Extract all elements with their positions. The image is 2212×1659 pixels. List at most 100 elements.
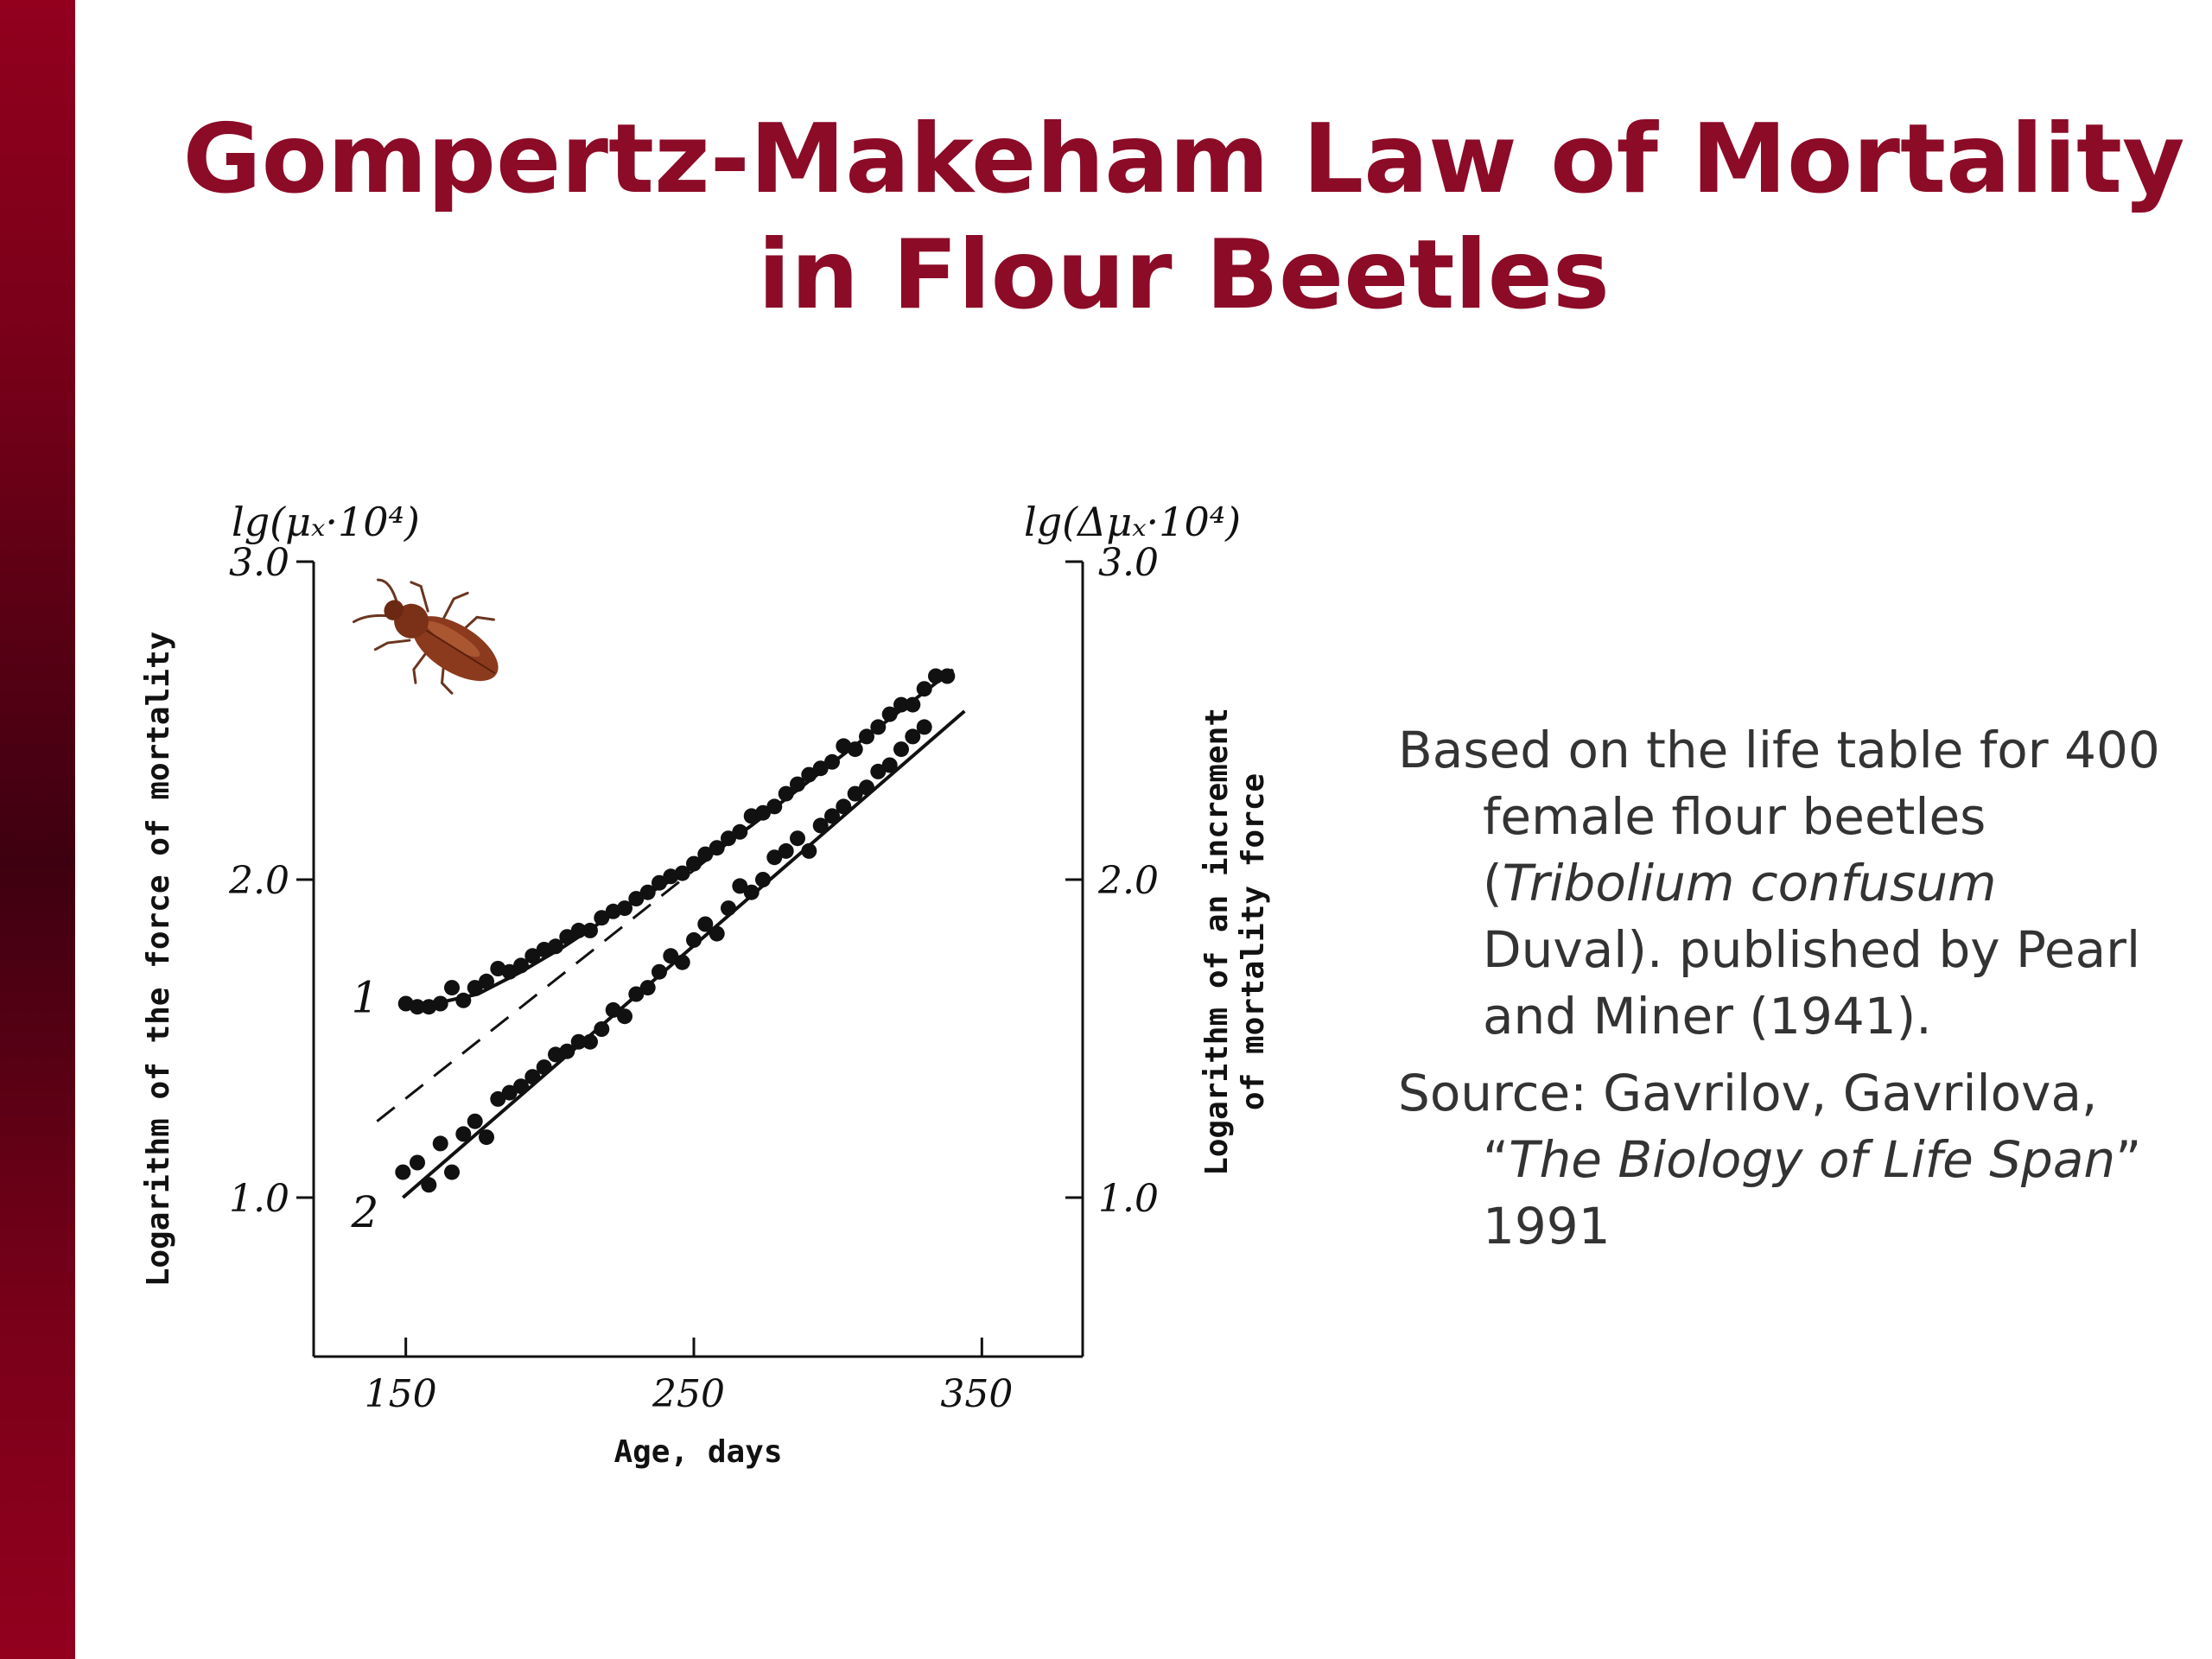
series-1-point [410, 999, 425, 1015]
series-2-point [743, 884, 760, 900]
series-2-point [479, 1129, 494, 1146]
series-1-point [686, 855, 702, 872]
series-1-point [628, 891, 645, 907]
slide-title: Gompertz-Makeham Law of Mortality in Flo… [147, 102, 2212, 334]
series-1-point [721, 830, 736, 847]
series-2-point [870, 763, 887, 779]
book-title: The Biology of Life Span [1509, 1130, 2116, 1189]
series-2-point [410, 1154, 425, 1171]
series-2-point [536, 1059, 552, 1076]
notes-p1-suffix: Duval). published by Pearl and Miner (19… [1483, 920, 2141, 1046]
x-tick-label: 350 [940, 1372, 1013, 1416]
series-2-point [524, 1069, 541, 1085]
left-axis-unit-label: lg(μₓ·10⁴) [232, 499, 420, 545]
series-2-point [790, 830, 805, 847]
series-2-label: 2 [351, 1187, 379, 1237]
series-2-point [513, 1078, 529, 1095]
series-2-point [778, 842, 794, 859]
series-1-point [824, 753, 840, 770]
series-2-point [628, 986, 645, 1002]
chart-series-layer: 12 [351, 668, 966, 1237]
series-1-point [859, 728, 874, 745]
slide-title-line-2: in Flour Beetles [758, 219, 1610, 331]
series-2-point [709, 925, 725, 942]
left-y-tick-label: 2.0 [228, 859, 289, 903]
series-1-point [732, 823, 748, 840]
series-1-point [548, 938, 563, 955]
series-1-point [697, 846, 714, 862]
flour-beetle-icon [353, 578, 499, 695]
series-2-point [755, 872, 771, 887]
notes-paragraph-source: Source: Gavrilov, Gavrilova, “The Biolog… [1398, 1060, 2176, 1260]
series-1-point [812, 760, 829, 777]
series-2-point [663, 948, 679, 964]
series-1-point [524, 948, 541, 964]
notes-p1-text: Based on the life table for 400 female f… [1398, 721, 2160, 912]
series-2-point [582, 1033, 598, 1050]
series-1-point [709, 840, 725, 856]
series-2-point [395, 1164, 411, 1180]
series-2-point [605, 1001, 621, 1018]
series-1-point [594, 910, 610, 926]
series-1-point [617, 900, 632, 917]
series-2-point [421, 1177, 437, 1193]
series-1-point [881, 706, 898, 722]
left-y-tick-label: 1.0 [229, 1177, 289, 1221]
series-1-point [928, 668, 944, 684]
series-2-point [455, 1126, 472, 1142]
series-2-point [721, 900, 736, 917]
right-y-tick-label: 3.0 [1098, 541, 1159, 585]
series-1-point [939, 668, 956, 684]
right-y-tick-label: 1.0 [1098, 1177, 1159, 1221]
series-2-point [836, 798, 852, 815]
series-2-point [812, 817, 829, 834]
series-1-point [916, 681, 932, 697]
series-2-point [639, 980, 656, 996]
series-1-point [432, 995, 448, 1012]
series-2-point [881, 757, 898, 773]
right-y-axis-label-line-2: of mortality force [1236, 773, 1271, 1110]
right-axis-unit-label: lg(Δμₓ·10⁴) [1024, 499, 1241, 545]
series-2-point [697, 916, 714, 932]
series-1-point [893, 696, 909, 713]
series-1-point [467, 980, 483, 996]
series-2-point [893, 741, 909, 758]
series-1-point [652, 874, 667, 891]
series-1-dashed-asymptote [376, 836, 735, 1122]
series-2-curve [401, 709, 966, 1199]
notes-p2-text: Source: Gavrilov, Gavrilova, “ [1398, 1064, 2098, 1189]
series-1-point [870, 719, 887, 735]
series-2-point [467, 1113, 483, 1129]
series-1-point [778, 785, 794, 802]
mortality-chart: 1.0 1.0 2.0 2.0 3.0 3.0 150 250 350 Age, days Loga… [141, 499, 1271, 1470]
series-2-point [617, 1008, 632, 1025]
series-2-point [570, 1033, 587, 1050]
series-2: 2 [351, 709, 966, 1237]
series-2-point [859, 779, 874, 796]
x-tick-label: 150 [365, 1372, 437, 1416]
series-2-point [847, 785, 863, 802]
series-1-point [479, 973, 494, 989]
slide-notes: Based on the life table for 400 female f… [1398, 717, 2176, 1270]
series-1-point [847, 741, 863, 758]
series-2-point [905, 728, 921, 745]
notes-paragraph-life-table: Based on the life table for 400 female f… [1398, 717, 2176, 1050]
series-1-point [905, 696, 921, 713]
sidebar-accent-bar [0, 0, 75, 1659]
series-2-point [674, 954, 690, 970]
series-1-point [582, 922, 598, 938]
series-2-point [559, 1043, 575, 1059]
x-tick-label: 250 [652, 1372, 725, 1416]
series-2-point [490, 1090, 506, 1107]
series-1-point [444, 980, 460, 996]
species-name: Tribolium confusum [1502, 854, 1997, 912]
series-1-label: 1 [352, 973, 379, 1023]
right-y-axis-label-line-1: Logarithm of an increment [1199, 708, 1235, 1176]
slide-title-line-1: Gompertz-Makeham Law of Mortality [182, 104, 2185, 215]
chart-axes: 1.0 1.0 2.0 2.0 3.0 3.0 150 250 350 Age, days Loga… [141, 499, 1271, 1470]
series-2-point [732, 878, 748, 894]
x-axis-label: Age, days [613, 1434, 782, 1470]
series-1-point [790, 776, 805, 792]
series-1: 1 [352, 668, 956, 1122]
notes-p2-suffix: ” 1991 [1483, 1130, 2142, 1255]
